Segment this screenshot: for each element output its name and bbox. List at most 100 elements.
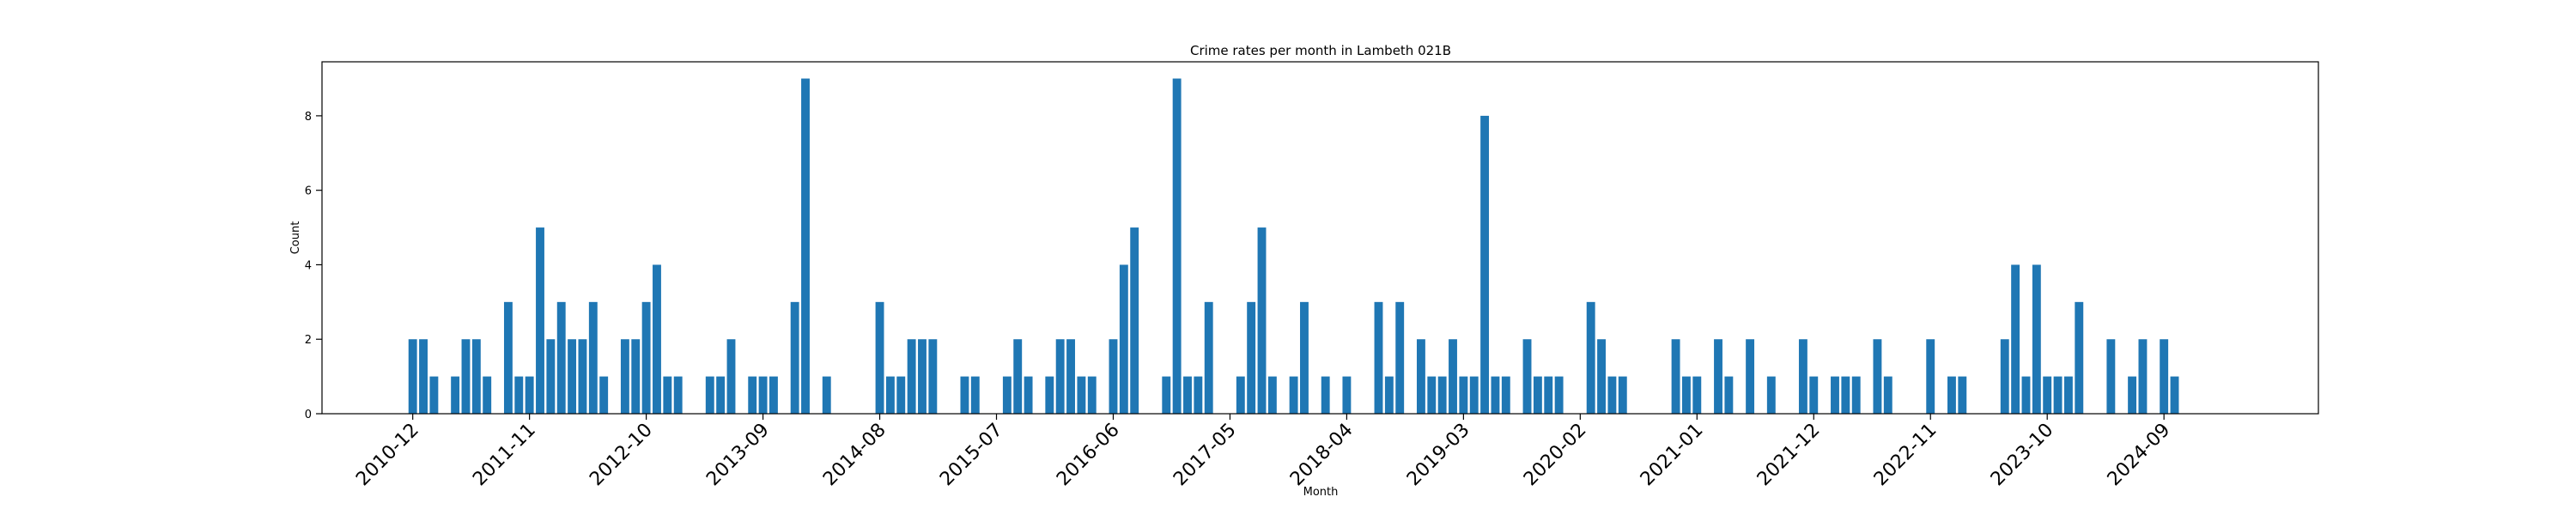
bar-2011-01	[419, 339, 428, 414]
bar-2017-02	[1194, 376, 1203, 414]
bar-2023-01	[1947, 376, 1956, 414]
bar-2017-09	[1267, 376, 1277, 414]
x-tick-label: 2021-12	[1753, 420, 1825, 491]
bar-2011-10	[514, 376, 524, 414]
bar-2013-06	[726, 339, 736, 414]
bar-2012-04	[578, 339, 587, 414]
bar-2016-06	[1109, 339, 1118, 414]
bar-2011-04	[451, 376, 460, 414]
bar-2018-12	[1427, 376, 1437, 414]
bar-2015-04	[960, 376, 969, 414]
bar-2013-05	[716, 376, 726, 414]
bar-2011-09	[503, 301, 513, 414]
x-tick-label: 2013-09	[702, 420, 774, 491]
bar-2011-07	[483, 376, 492, 414]
bar-2021-12	[1809, 376, 1819, 414]
bar-2023-12	[2063, 376, 2073, 414]
bar-2017-06	[1236, 376, 1245, 414]
x-tick-label: 2023-10	[1987, 420, 2058, 491]
chart-title: Crime rates per month in Lambeth 021B	[1190, 43, 1451, 58]
bar-2014-01	[801, 78, 810, 415]
bar-2011-12	[536, 227, 544, 414]
bar-2015-08	[1002, 376, 1012, 414]
bars-group	[408, 78, 2179, 415]
bar-2015-01	[928, 339, 938, 414]
bar-2013-01	[673, 376, 683, 414]
bar-2018-02	[1321, 376, 1330, 414]
bar-2019-01	[1437, 376, 1447, 414]
bar-2016-01	[1055, 339, 1065, 414]
bar-2014-11	[907, 339, 916, 414]
bar-2022-04	[1851, 376, 1861, 414]
bar-2024-10	[2170, 376, 2179, 414]
bar-2019-04	[1469, 376, 1479, 414]
bar-2015-09	[1013, 339, 1023, 414]
bar-2024-04	[2106, 339, 2116, 414]
bar-2019-02	[1449, 339, 1457, 414]
bar-2017-07	[1247, 301, 1256, 414]
bar-2012-09	[631, 339, 641, 414]
bar-2010-12	[408, 339, 417, 414]
bar-2024-09	[2160, 339, 2169, 414]
bar-2016-03	[1077, 376, 1086, 414]
x-tick-label: 2020-02	[1520, 420, 1591, 491]
bar-2021-06	[1746, 339, 1755, 414]
bar-2022-02	[1831, 376, 1839, 414]
bar-2022-03	[1841, 376, 1850, 414]
bar-2023-02	[1958, 376, 1967, 414]
bar-2021-03	[1714, 339, 1722, 414]
bar-2021-11	[1798, 339, 1807, 414]
bar-2024-06	[2128, 376, 2137, 414]
bar-2020-06	[1618, 376, 1627, 414]
bar-2012-10	[641, 301, 651, 414]
bar-2016-11	[1162, 376, 1171, 414]
bar-2012-06	[599, 376, 609, 414]
x-tick-label: 2011-11	[469, 420, 540, 491]
bar-2015-05	[970, 376, 980, 414]
x-tick-label: 2016-06	[1053, 420, 1124, 491]
bar-2016-12	[1172, 78, 1182, 415]
y-tick-label: 6	[305, 185, 312, 198]
x-tick-label: 2012-10	[586, 420, 657, 491]
x-tick-label: 2017-05	[1170, 420, 1241, 491]
bar-2017-01	[1183, 376, 1192, 414]
bar-2011-05	[461, 339, 471, 414]
bar-2012-11	[653, 264, 661, 414]
bar-2020-12	[1681, 376, 1691, 414]
plot-area-frame	[321, 61, 2319, 415]
bar-2017-08	[1257, 227, 1267, 414]
bar-2014-10	[896, 376, 906, 414]
bar-2016-02	[1066, 339, 1075, 414]
x-axis-label: Month	[1303, 486, 1339, 499]
bar-2017-11	[1289, 376, 1298, 414]
bar-2019-05	[1480, 115, 1490, 414]
x-tick-label: 2022-11	[1870, 420, 1941, 491]
bar-2012-01	[546, 339, 556, 414]
bar-2021-08	[1766, 376, 1776, 414]
bar-2012-02	[556, 301, 566, 414]
bar-2022-11	[1926, 339, 1935, 414]
y-axis-label: Count	[289, 221, 302, 255]
bar-2021-01	[1692, 376, 1702, 414]
bar-2023-10	[2043, 376, 2052, 414]
bar-2017-03	[1204, 301, 1213, 414]
bar-2011-06	[471, 339, 481, 414]
bar-2014-12	[918, 339, 927, 414]
bar-2014-09	[885, 376, 895, 414]
bar-2016-04	[1087, 376, 1097, 414]
bar-2017-12	[1300, 301, 1309, 414]
bar-2019-11	[1544, 376, 1553, 414]
x-tick-label: 2021-01	[1637, 420, 1708, 491]
x-tick-label: 2018-04	[1286, 420, 1358, 491]
bar-2019-03	[1459, 376, 1468, 414]
bar-2012-08	[620, 339, 629, 414]
bar-2023-09	[2032, 264, 2041, 414]
bar-2023-07	[2011, 264, 2020, 414]
bar-2015-12	[1045, 376, 1054, 414]
bar-2019-06	[1491, 376, 1500, 414]
x-tick-label: 2010-12	[352, 420, 423, 491]
bar-2021-04	[1724, 376, 1734, 414]
bar-2015-10	[1024, 376, 1033, 414]
bar-2012-12	[663, 376, 672, 414]
